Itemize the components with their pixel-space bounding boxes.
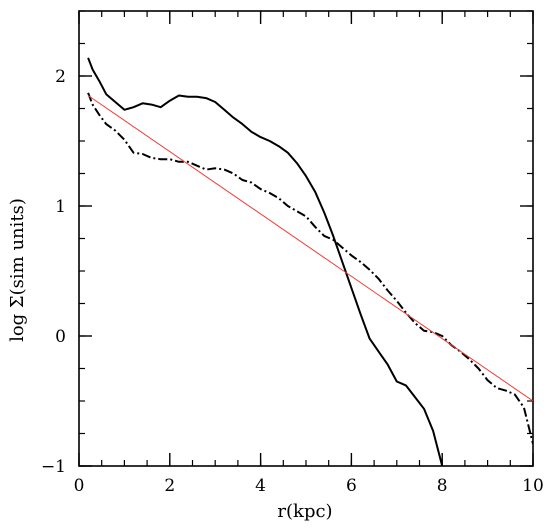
y-tick-label: −1 — [41, 457, 66, 477]
y-tick-label: 0 — [55, 327, 66, 347]
x-tick-label: 4 — [255, 476, 266, 496]
exponential-fit-line — [87, 95, 533, 402]
minor-ticks — [78, 10, 534, 467]
y-tick-label: 2 — [55, 67, 66, 87]
x-tick-label: 0 — [74, 476, 85, 496]
x-tick-label: 8 — [437, 476, 448, 496]
y-axis-title: log Σ(sim units) — [7, 198, 28, 342]
x-tick-label: 6 — [346, 476, 357, 496]
series-layer — [87, 57, 533, 466]
x-tick-label: 2 — [164, 476, 175, 496]
x-axis-title: r(kpc) — [277, 501, 332, 522]
solid-profile-line — [87, 57, 444, 466]
y-tick-label: 1 — [55, 197, 66, 217]
tick-labels: 0 2 4 6 8 10 −1 0 1 2 — [41, 67, 544, 496]
x-tick-label: 10 — [522, 476, 544, 496]
plot-border — [78, 10, 534, 467]
major-ticks — [78, 11, 534, 467]
plot-frame — [78, 10, 534, 467]
dash-dot-profile-line — [87, 92, 533, 445]
